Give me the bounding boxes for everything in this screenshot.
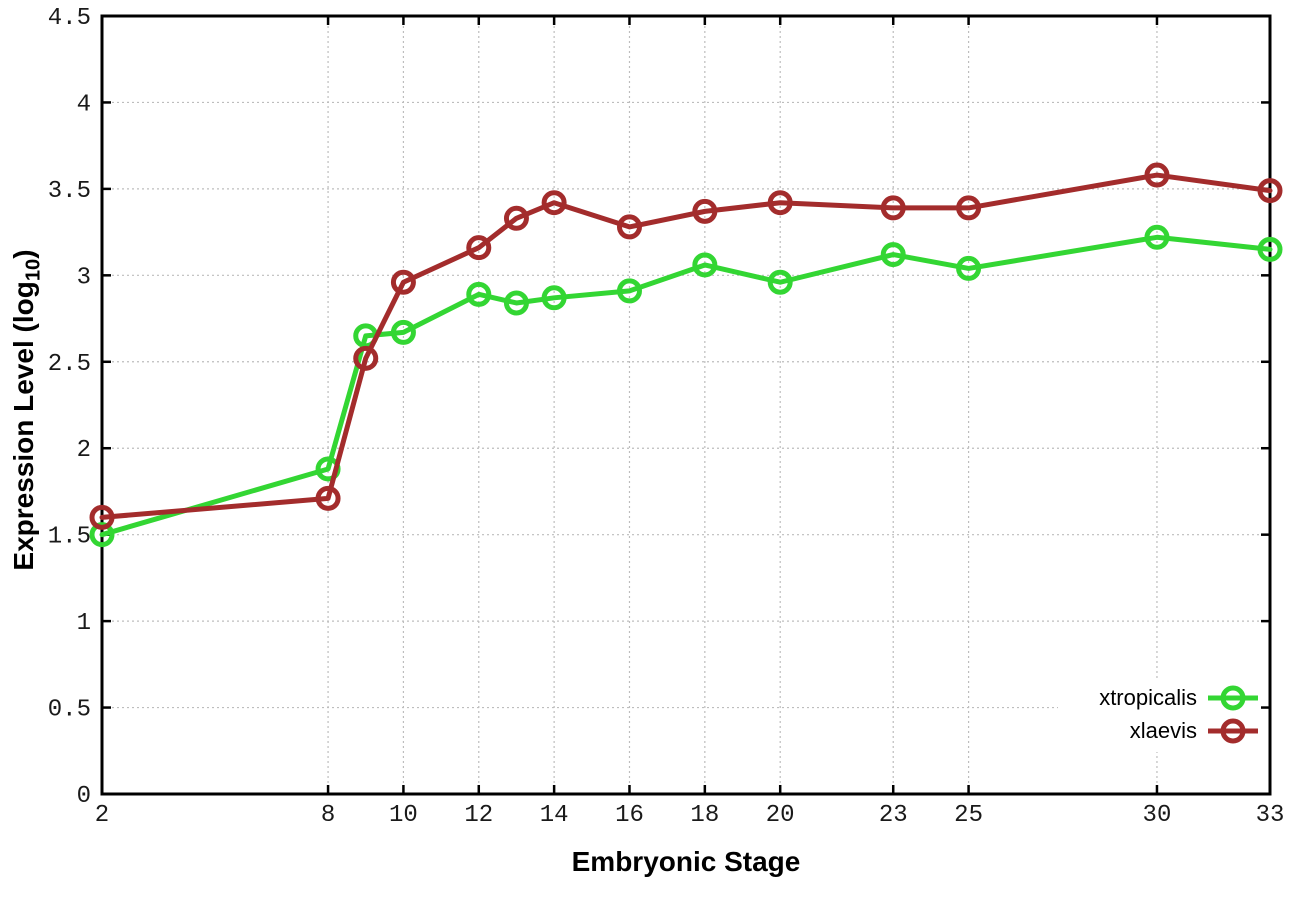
series-line-xtropicalis xyxy=(99,234,1273,538)
y-tick-label: 2.5 xyxy=(48,351,91,378)
data-point-xlaevis xyxy=(315,485,341,511)
legend-label-xtropicalis: xtropicalis xyxy=(1099,685,1197,710)
data-point-xlaevis xyxy=(466,235,492,261)
data-point-xlaevis xyxy=(390,269,416,295)
data-point-xtropicalis xyxy=(767,269,793,295)
x-tick-label: 2 xyxy=(95,802,109,829)
legend-item-xlaevis: xlaevis xyxy=(1099,715,1260,747)
x-tick-label: 10 xyxy=(389,802,418,829)
line-point-sample-icon xyxy=(1208,685,1258,711)
legend-label-xlaevis: xlaevis xyxy=(1129,718,1197,743)
y-axis-title-text: Expression Level (log xyxy=(8,281,39,571)
data-point-xtropicalis xyxy=(503,290,529,316)
x-tick-label: 18 xyxy=(690,802,719,829)
x-tick-label: 20 xyxy=(766,802,795,829)
data-point-xlaevis xyxy=(1257,178,1283,204)
x-tick-label: 23 xyxy=(879,802,908,829)
y-tick-label: 3.5 xyxy=(48,178,91,205)
legend-background xyxy=(1058,680,1284,752)
y-tick-label: 2 xyxy=(77,437,91,464)
x-tick-label: 14 xyxy=(540,802,569,829)
x-tick-label: 25 xyxy=(954,802,983,829)
y-tick-label: 0.5 xyxy=(48,697,91,724)
x-tick-label: 30 xyxy=(1143,802,1172,829)
data-point-xlaevis xyxy=(616,214,642,240)
data-point-xtropicalis xyxy=(1144,224,1170,250)
y-axis-title: Expression Level (log10) xyxy=(2,230,46,590)
line-point-sample-icon xyxy=(1208,718,1258,744)
series-line-xlaevis xyxy=(99,172,1273,520)
legend-item-xtropicalis: xtropicalis xyxy=(1099,682,1260,714)
y-tick-label: 1.5 xyxy=(48,524,91,551)
y-tick-label: 3 xyxy=(77,264,91,291)
y-tick-label: 1 xyxy=(77,610,91,637)
y-tick-label: 4.5 xyxy=(48,5,91,32)
legend: xtropicalis xlaevis xyxy=(1099,682,1260,747)
data-point-xlaevis xyxy=(503,205,529,231)
x-tick-label: 12 xyxy=(464,802,493,829)
data-point-xtropicalis xyxy=(616,278,642,304)
data-point-xtropicalis xyxy=(390,319,416,345)
data-point-xtropicalis xyxy=(466,281,492,307)
x-tick-label: 8 xyxy=(321,802,335,829)
y-tick-label: 4 xyxy=(77,91,91,118)
data-point-xlaevis xyxy=(1144,162,1170,188)
data-point-xlaevis xyxy=(767,190,793,216)
data-point-xtropicalis xyxy=(880,242,906,268)
x-tick-label: 16 xyxy=(615,802,644,829)
data-point-xlaevis xyxy=(353,345,379,371)
data-point-xlaevis xyxy=(956,195,982,221)
y-axis-title-subscript: 10 xyxy=(22,258,45,282)
data-point-xtropicalis xyxy=(89,522,115,548)
data-point-xlaevis xyxy=(880,195,906,221)
data-point-xlaevis xyxy=(541,190,567,216)
y-tick-label: 0 xyxy=(77,783,91,810)
data-point-xlaevis xyxy=(89,504,115,530)
data-point-xlaevis xyxy=(692,198,718,224)
data-point-xtropicalis xyxy=(692,252,718,278)
y-axis-title-suffix: ) xyxy=(8,249,39,259)
data-point-xtropicalis xyxy=(541,285,567,311)
data-point-xtropicalis xyxy=(956,255,982,281)
data-point-xtropicalis xyxy=(1257,236,1283,262)
x-tick-label: 33 xyxy=(1256,802,1285,829)
plot-border xyxy=(100,14,1272,796)
x-axis-title: Embryonic Stage xyxy=(571,846,801,877)
